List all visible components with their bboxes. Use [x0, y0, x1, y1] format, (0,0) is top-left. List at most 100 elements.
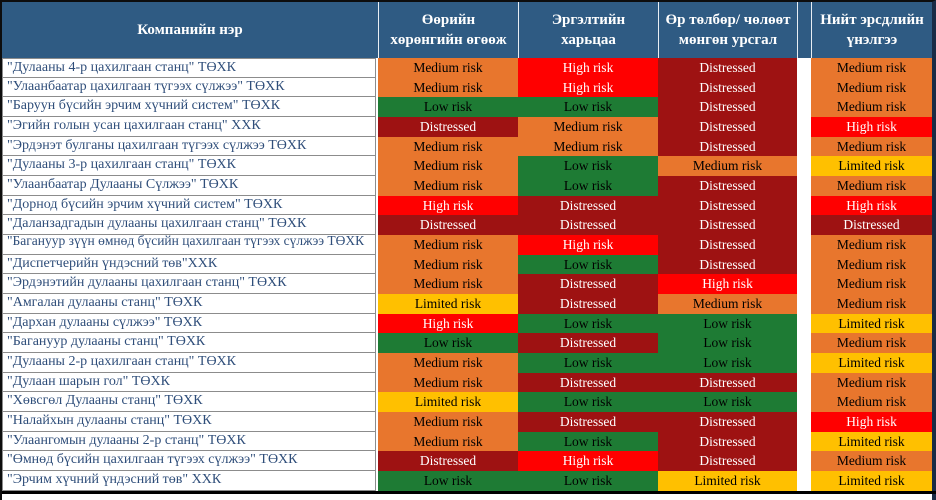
company-name-cell: "Дулааны 2-р цахилгаан станц" ТӨХК: [2, 352, 376, 373]
column-spacer: [797, 392, 811, 413]
risk-cell: Medium risk: [378, 58, 518, 78]
risk-cell: Medium risk: [378, 353, 518, 373]
risk-cell: High risk: [811, 117, 932, 137]
risk-cell: Distressed: [658, 117, 797, 137]
column-spacer: [797, 195, 811, 216]
column-spacer: [797, 471, 811, 491]
risk-cell: Medium risk: [811, 392, 932, 413]
table-header-row: Компанийн нэр Өөрийн хөрөнгийн өгөөж Эрг…: [2, 2, 932, 58]
table-row: "Дулааны 2-р цахилгаан станц" ТӨХК Medium…: [2, 352, 932, 373]
risk-cell: Distressed: [378, 117, 518, 137]
risk-cell: Distressed: [518, 215, 658, 236]
column-spacer: [797, 274, 811, 295]
table-row: "Эрдэнэтийн дулааны цахилгаан станц" ТӨХ…: [2, 273, 932, 295]
risk-cell: Medium risk: [811, 333, 932, 354]
risk-cell: Medium risk: [811, 372, 932, 393]
risk-cell: Medium risk: [811, 58, 932, 78]
company-name-cell: "Эгийн голын усан цахилгаан станц" ХХК: [2, 116, 376, 137]
risk-cell: Medium risk: [378, 176, 518, 196]
risk-cell: Low risk: [518, 392, 658, 413]
risk-cell: Limited risk: [378, 392, 518, 413]
risk-cell: Distressed: [658, 412, 797, 432]
risk-cell: Medium risk: [811, 77, 932, 98]
risk-cell: Distressed: [378, 451, 518, 472]
risk-cell: Medium risk: [378, 136, 518, 157]
column-spacer: [797, 215, 811, 236]
column-spacer: [797, 451, 811, 472]
company-name-cell: "Дулаан шарын гол" ТӨХК: [2, 371, 376, 393]
risk-cell: Low risk: [518, 156, 658, 177]
table-row: "Дулаан шарын гол" ТӨХК Medium risk Distre…: [2, 371, 932, 393]
risk-cell: Medium risk: [811, 235, 932, 255]
company-name-cell: "Дулааны 4-р цахилгаан станц" ТӨХК: [2, 58, 376, 78]
risk-cell: Medium risk: [378, 412, 518, 432]
header-spacer: [797, 2, 811, 58]
risk-cell: Low risk: [658, 333, 797, 354]
risk-cell: Medium risk: [378, 77, 518, 98]
column-spacer: [797, 97, 811, 118]
risk-cell: Distressed: [518, 274, 658, 295]
risk-cell: High risk: [811, 412, 932, 432]
risk-cell: Distressed: [658, 431, 797, 452]
table-row: "Диспетчерийн үндэсний төв"ХХК Medium ris…: [2, 253, 932, 275]
table-row: "Налайхын дулааны станц" ТӨХК Medium risk…: [2, 411, 932, 432]
risk-cell: Medium risk: [658, 294, 797, 314]
risk-cell: Medium risk: [658, 156, 797, 177]
risk-cell: Low risk: [518, 176, 658, 196]
risk-cell: Distressed: [518, 195, 658, 216]
risk-cell: Medium risk: [378, 156, 518, 177]
risk-cell: Medium risk: [811, 176, 932, 196]
column-spacer: [797, 412, 811, 432]
risk-cell: Low risk: [658, 392, 797, 413]
company-name-cell: "Дархан дулааны сүлжээ" ТӨХК: [2, 312, 376, 334]
column-spacer: [797, 156, 811, 177]
risk-cell: High risk: [518, 77, 658, 98]
risk-cell: Low risk: [518, 313, 658, 334]
risk-cell: Medium risk: [378, 274, 518, 295]
risk-cell: Medium risk: [811, 136, 932, 157]
risk-cell: Distressed: [518, 412, 658, 432]
risk-cell: High risk: [378, 195, 518, 216]
risk-cell: Distressed: [658, 58, 797, 78]
risk-cell: Medium risk: [811, 294, 932, 314]
risk-cell: Distressed: [518, 372, 658, 393]
table-row: "Эрдэнэт булганы цахилгаан түгээх сүлжээ…: [2, 135, 932, 157]
column-header-total-risk: Нийт эрсдлийн үнэлгээ: [811, 2, 932, 58]
risk-cell: Medium risk: [811, 451, 932, 472]
table-row: "Өмнөд бүсийн цахилгаан түгээх сүлжээ" Т…: [2, 450, 932, 472]
risk-cell: Limited risk: [811, 353, 932, 373]
table-row: "Улаангомын дулааны 2-р станц" ТӨХК Mediu…: [2, 430, 932, 452]
risk-cell: Medium risk: [378, 372, 518, 393]
table-row: "Дорнод бүсийн эрчим хүчний систем" ТӨХК…: [2, 194, 932, 216]
company-name-cell: "Улаанбаатар цахилгаан түгээх сүлжээ" ТӨ…: [2, 76, 376, 98]
table-row: "Эгийн голын усан цахилгаан станц" ХХК Di…: [2, 116, 932, 137]
column-spacer: [797, 136, 811, 157]
company-name-cell: "Диспетчерийн үндэсний төв"ХХК: [2, 253, 376, 275]
risk-cell: High risk: [658, 274, 797, 295]
company-name-cell: "Дорнод бүсийн эрчим хүчний систем" ТӨХК: [2, 194, 376, 216]
company-name-cell: "Улаангомын дулааны 2-р станц" ТӨХК: [2, 430, 376, 452]
risk-cell: Low risk: [658, 353, 797, 373]
risk-cell: Distressed: [811, 215, 932, 236]
risk-cell: Limited risk: [811, 471, 932, 491]
company-name-cell: "Эрдэнэтийн дулааны цахилгаан станц" ТӨХ…: [2, 273, 376, 295]
company-name-cell: "Эрчим хүчний үндэсний төв" ХХК: [2, 470, 376, 491]
column-spacer: [797, 431, 811, 452]
risk-cell: Medium risk: [378, 254, 518, 275]
table-row: "Дархан дулааны сүлжээ" ТӨХК High risk Low…: [2, 312, 932, 334]
risk-cell: Low risk: [518, 353, 658, 373]
company-name-cell: "Дулааны 3-р цахилгаан станц" ТӨХК: [2, 155, 376, 177]
column-header-current-ratio: Эргэлтийн харьцаа: [518, 2, 658, 58]
risk-cell: Medium risk: [518, 117, 658, 137]
company-name-cell: "Даланзадгадын дулааны цахилгаан станц" …: [2, 214, 376, 236]
risk-cell: Medium risk: [811, 97, 932, 118]
risk-cell: Low risk: [378, 471, 518, 491]
column-spacer: [797, 313, 811, 334]
company-name-cell: "Эрдэнэт булганы цахилгаан түгээх сүлжээ…: [2, 135, 376, 157]
table-row: "Улаанбаатар Дулааны Сүлжээ" ТӨХК Medium …: [2, 175, 932, 196]
risk-cell: Distressed: [518, 294, 658, 314]
column-header-debt-free-cashflow: Өр төлбөр/ чөлөөт мөнгөн урсгал: [658, 2, 797, 58]
risk-cell: Low risk: [518, 97, 658, 118]
column-header-return-on-equity: Өөрийн хөрөнгийн өгөөж: [378, 2, 518, 58]
risk-cell: Distressed: [658, 215, 797, 236]
